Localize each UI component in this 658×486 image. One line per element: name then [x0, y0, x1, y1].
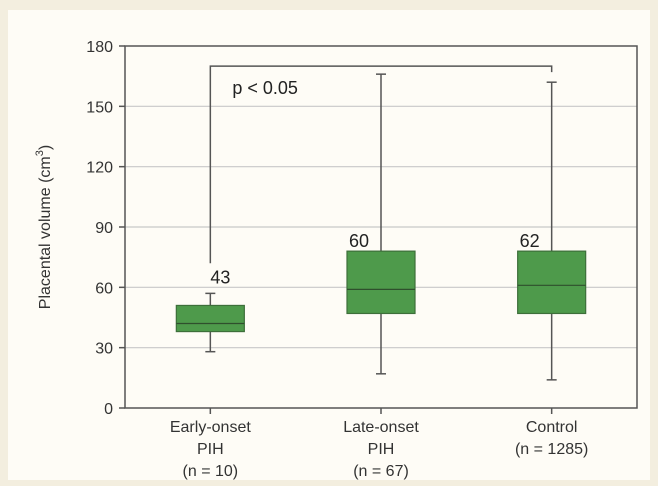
x-category-label: (n = 1285)	[515, 441, 588, 458]
data-label: 62	[520, 231, 540, 251]
y-tick-label: 90	[95, 220, 113, 237]
bracket-line	[209, 65, 553, 264]
y-tick-label: 30	[95, 341, 113, 358]
significance-bracket: p < 0.05	[209, 65, 553, 264]
box-group: 62	[517, 81, 587, 381]
x-category-label: (n = 67)	[353, 463, 409, 480]
y-tick-label: 150	[86, 99, 113, 116]
y-tick-label: 120	[86, 160, 113, 177]
p-value-annotation: p < 0.05	[232, 78, 298, 98]
x-axis-labels: Early-onset PIH (n = 10) Late-onset PIH (n = …	[170, 408, 588, 480]
box	[175, 304, 245, 333]
x-category-label: PIH	[197, 441, 224, 458]
chart-figure: 0 30 60 90 120 150 180 43 60 62 p < 0.05 Early-o…	[8, 10, 650, 480]
box	[346, 250, 416, 315]
boxes: 43 60 62	[175, 73, 587, 381]
y-axis-title: Placental volume (cm3)	[34, 145, 54, 309]
x-category-label: Control	[526, 419, 578, 436]
x-category-label: Late-onset	[343, 419, 419, 436]
box-group: 60	[346, 73, 416, 375]
y-axis-ticks: 0 30 60 90 120 150 180	[86, 39, 125, 418]
x-category-label: (n = 10)	[183, 463, 239, 480]
x-category-label: PIH	[368, 441, 395, 458]
data-label: 60	[349, 231, 369, 251]
y-tick-label: 180	[86, 39, 113, 56]
box-plot-chart: 0 30 60 90 120 150 180 43 60 62 p < 0.05 Early-o…	[34, 39, 638, 480]
data-label: 43	[210, 267, 230, 287]
y-tick-label: 0	[104, 401, 113, 418]
box	[517, 250, 587, 315]
y-tick-label: 60	[95, 280, 113, 297]
plot-frame	[124, 45, 638, 409]
box-group: 43	[175, 267, 245, 353]
x-category-label: Early-onset	[170, 419, 251, 436]
